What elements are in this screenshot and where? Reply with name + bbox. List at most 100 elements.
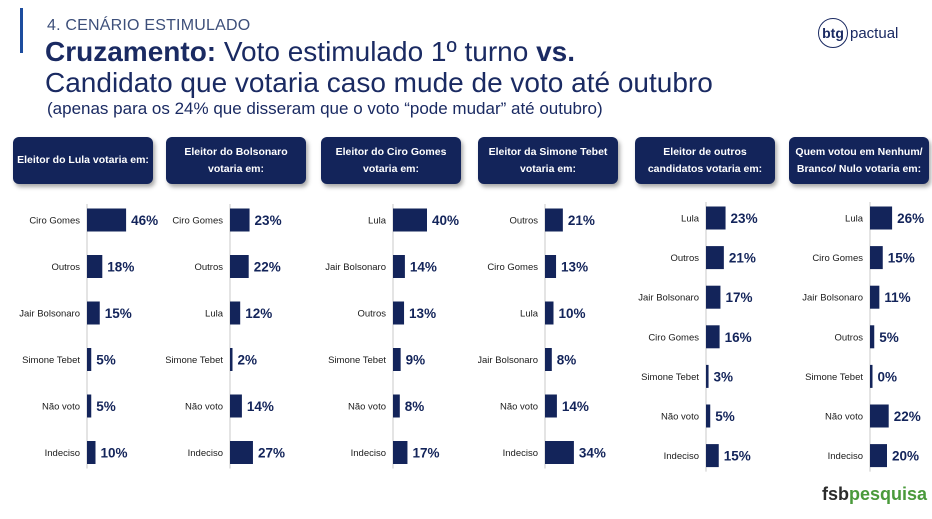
chart-title: Eleitor do Lula votaria em: [13,137,153,184]
category-label: Jair Bolsonaro [325,262,386,273]
bar [230,255,249,278]
category-label: Não voto [348,402,386,413]
data-label: 10% [559,306,586,321]
chart-title: Eleitor do Bolsonaro votaria em: [166,137,306,184]
data-label: 14% [410,260,437,275]
category-label: Outros [194,262,223,273]
bar-chart: Lula 26% Ciro Gomes 15% Jair Bolsonaro 11% Out… [802,202,924,472]
bar-chart: Outros 21% Ciro Gomes 13% Lula 10% Jair Bolson… [478,204,606,469]
bar [706,246,724,270]
bar [870,325,875,349]
category-label: Ciro Gomes [29,216,80,227]
category-label: Não voto [825,412,863,423]
chart-title: Eleitor da Simone Tebet votaria em: [478,137,618,184]
data-label: 10% [101,446,128,461]
data-label: 5% [715,409,735,424]
bar-chart: Ciro Gomes 23% Outros 22% Lula 12% Simone Tebe… [166,204,285,469]
btg-mark: btg [818,18,848,48]
category-label: Ciro Gomes [648,332,699,343]
data-label: 22% [894,409,921,424]
data-label: 22% [254,260,281,275]
title-bold: Cruzamento: [45,36,217,67]
bar [706,206,726,230]
bar [706,285,721,309]
data-label: 27% [258,446,285,461]
data-label: 12% [245,306,272,321]
bar [706,325,720,349]
data-label: 8% [557,353,577,368]
data-label: 11% [884,290,910,305]
category-label: Outros [509,216,538,227]
bar [706,364,709,388]
bar [230,301,241,325]
data-label: 46% [131,213,158,228]
category-label: Jair Bolsonaro [638,293,699,304]
data-label: 20% [892,449,919,464]
btg-word: pactual [850,24,899,42]
bar [230,394,242,418]
data-label: 5% [879,330,899,345]
bar-chart: Lula 23% Outros 21% Jair Bolsonaro 17% Ciro Go… [638,202,758,472]
category-label: Outros [670,253,699,264]
data-label: 13% [561,260,588,275]
data-label: 21% [568,213,595,228]
category-label: Simone Tebet [166,355,223,366]
category-label: Jair Bolsonaro [478,355,538,366]
category-label: Simone Tebet [328,355,386,366]
category-label: Indeciso [503,448,538,459]
bar [706,404,711,428]
bar [706,444,719,468]
data-label: 13% [409,306,436,321]
data-label: 15% [105,306,132,321]
bar [870,206,893,230]
title-line2: Candidato que votaria caso mude de voto … [45,67,713,98]
bar [870,246,883,270]
bar [545,348,552,371]
data-label: 21% [729,251,756,266]
category-label: Lula [681,214,700,225]
category-label: Indeciso [664,451,699,462]
bar [87,208,127,232]
fsb-word: fsb [822,484,849,504]
category-label: Lula [520,309,539,320]
page-subtitle: (apenas para os 24% que disseram que o v… [47,99,603,118]
chart-panel: Eleitor do Ciro Gomes votaria em: Lula 40%… [321,137,471,517]
category-label: Ciro Gomes [487,262,538,273]
data-label: 16% [725,330,752,345]
category-label: Lula [368,216,387,227]
data-label: 17% [725,290,752,305]
bar [87,394,92,418]
data-label: 9% [406,353,426,368]
data-label: 5% [96,399,116,414]
bar [393,301,405,325]
category-label: Jair Bolsonaro [19,309,80,320]
category-label: Outros [51,262,80,273]
chart-panel: Eleitor de outros candidatos votaria em:… [635,137,785,517]
category-label: Simone Tebet [805,372,863,383]
category-label: Indeciso [45,448,80,459]
bar [393,208,427,232]
page-title: Cruzamento: Voto estimulado 1º turno vs.… [45,36,713,98]
bar [545,301,554,325]
btg-pactual-logo: btg pactual [818,18,898,48]
data-label: 15% [888,251,915,266]
category-label: Indeciso [351,448,386,459]
data-label: 14% [247,399,274,414]
bar [393,394,400,418]
data-label: 8% [405,399,425,414]
data-label: 40% [432,213,459,228]
category-label: Ciro Gomes [812,253,863,264]
data-label: 17% [412,446,439,461]
bar [545,394,557,418]
data-label: 23% [731,211,758,226]
category-label: Lula [205,309,224,320]
data-label: 14% [562,399,589,414]
chart-title: Eleitor de outros candidatos votaria em: [635,137,775,184]
bar [870,285,880,309]
chart-title: Quem votou em Nenhum/ Branco/ Nulo votar… [789,137,929,184]
bar [230,441,253,464]
bar [87,301,100,325]
bar [870,404,889,428]
category-label: Simone Tebet [641,372,699,383]
chart-panel: Eleitor da Simone Tebet votaria em: Outro… [478,137,628,517]
